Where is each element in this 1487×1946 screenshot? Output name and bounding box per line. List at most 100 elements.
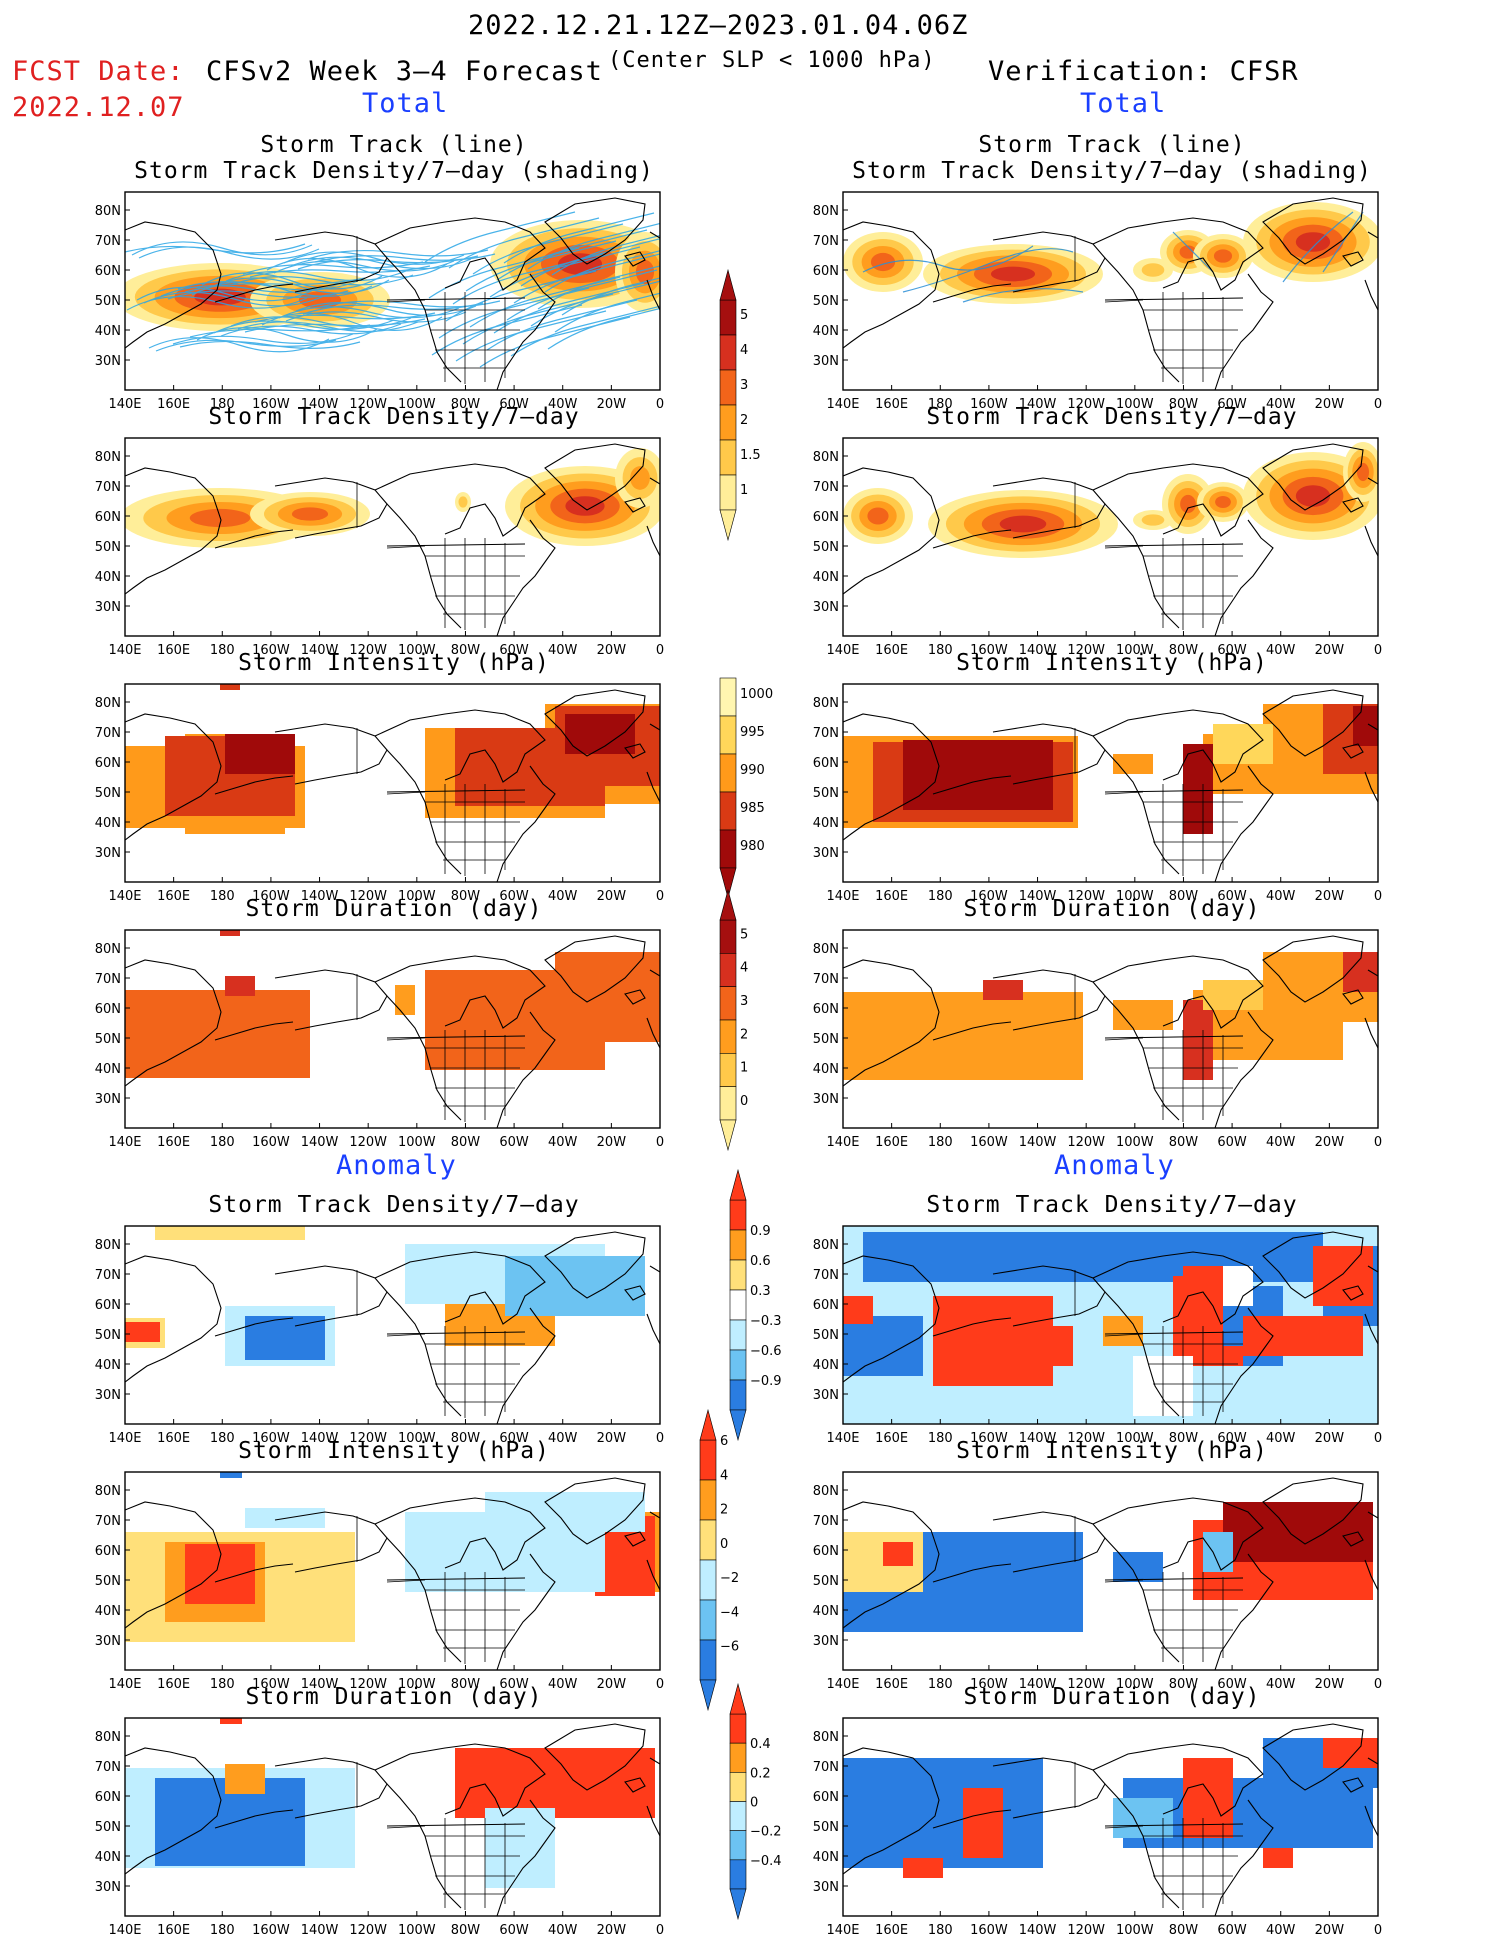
colorbar-label: 5 [740,927,748,942]
colorbar-label: 1000 [740,687,773,702]
map-panel-r1-c1: 80N 70N 60N 50N 40N 30N 140E 160E 180 160W 140W 120… [813,437,1382,658]
lon-tick-label: 160W [970,1923,1008,1938]
lat-tick-label: 40N [95,1358,121,1373]
lat-tick-label: 40N [813,570,839,585]
lon-tick-label: 80W [1169,1431,1199,1446]
lat-tick-label: 60N [813,756,839,771]
lat-tick-label: 70N [813,480,839,495]
colorbar-label: 6 [720,1434,728,1449]
lat-tick-label: 60N [813,1790,839,1805]
lon-tick-label: 120W [349,1677,387,1692]
map-panel-r2-c1: 80N 70N 60N 50N 40N 30N 140E 160E 180 160W 140W 120… [813,683,1382,904]
map-panel-r6-c1: 80N 70N 60N 50N 40N 30N 140E 160E 180 160W 140W 120… [813,1717,1382,1938]
lon-tick-label: 160E [875,397,908,412]
lon-tick-label: 100W [1116,889,1154,904]
title-left-track-line: Storm Track (line) [260,132,528,158]
lat-tick-label: 70N [813,1514,839,1529]
lat-tick-label: 40N [813,1062,839,1077]
lon-tick-label: 160W [252,1923,290,1938]
lat-tick-label: 40N [95,324,121,339]
lon-tick-label: 160E [875,643,908,658]
lon-tick-label: 0 [656,1677,664,1692]
title-right-track-density-shading: Storm Track Density/7–day (shading) [852,158,1372,184]
title-right-density: Storm Track Density/7–day [926,404,1298,430]
lat-tick-label: 80N [95,1484,121,1499]
lon-tick-label: 140W [301,1135,339,1150]
colorbar-intensity-anom: 6 4 2 0 −2 −4 −6 [699,1408,739,1712]
colorbar-label: 0.6 [750,1254,771,1269]
lon-tick-label: 60W [499,1923,529,1938]
total-label-right: Total [1080,88,1167,119]
lon-tick-label: 160E [157,1431,190,1446]
lon-tick-label: 40W [548,397,578,412]
lat-tick-label: 60N [813,1298,839,1313]
lat-tick-label: 50N [95,1820,121,1835]
lon-tick-label: 80W [451,1431,481,1446]
lon-tick-label: 100W [1116,1923,1154,1938]
lat-tick-label: 70N [95,480,121,495]
lon-tick-label: 40W [1266,1135,1296,1150]
lon-tick-label: 40W [548,1677,578,1692]
title-left-anom-duration: Storm Duration (day) [245,1684,543,1710]
lat-tick-label: 40N [813,816,839,831]
lon-tick-label: 120W [1067,1677,1105,1692]
lon-tick-label: 160E [875,1431,908,1446]
lon-tick-label: 0 [656,1923,664,1938]
colorbar-label: 4 [720,1468,728,1483]
lat-tick-label: 70N [95,1268,121,1283]
lon-tick-label: 80W [1169,1923,1199,1938]
lon-tick-label: 160W [970,889,1008,904]
lat-tick-label: 60N [813,1544,839,1559]
lon-tick-label: 40W [1266,1923,1296,1938]
lon-tick-label: 140E [108,1923,141,1938]
colorbar-label: −0.4 [750,1854,782,1869]
lon-tick-label: 20W [597,1923,627,1938]
colorbar-density-anom: 0.9 0.6 0.3 −0.3 −0.6 −0.9 [729,1168,782,1442]
lat-tick-label: 60N [813,264,839,279]
colorbar-label: −0.3 [750,1314,782,1329]
lon-tick-label: 20W [1315,889,1345,904]
lat-tick-label: 70N [813,972,839,987]
lon-tick-label: 180 [928,889,953,904]
lat-tick-label: 60N [813,1002,839,1017]
lat-tick-label: 80N [95,1730,121,1745]
colorbar-duration-anom: 0.4 0.2 0 −0.2 −0.4 [729,1682,782,1921]
lat-tick-label: 50N [813,1820,839,1835]
lat-tick-label: 60N [813,510,839,525]
lon-tick-label: 20W [597,1677,627,1692]
colorbar-label: 0.9 [750,1224,771,1239]
lon-tick-label: 0 [1374,397,1382,412]
lat-tick-label: 70N [95,1760,121,1775]
lon-tick-label: 100W [398,1923,436,1938]
lon-tick-label: 160W [252,889,290,904]
lon-tick-label: 140E [826,1923,859,1938]
lon-tick-label: 100W [398,397,436,412]
lat-tick-label: 30N [95,1880,121,1895]
lat-tick-label: 40N [813,1850,839,1865]
lon-tick-label: 140W [1019,1431,1057,1446]
lon-tick-label: 180 [928,397,953,412]
lon-tick-label: 160E [875,889,908,904]
total-label-left: Total [362,88,449,119]
title-left-duration: Storm Duration (day) [245,896,543,922]
period-title: 2022.12.21.12Z–2023.01.04.06Z [468,10,969,41]
lon-tick-label: 80W [451,397,481,412]
lon-tick-label: 0 [656,889,664,904]
title-right-anom-density: Storm Track Density/7–day [926,1192,1298,1218]
lon-tick-label: 140W [1019,397,1057,412]
lat-tick-label: 70N [813,1760,839,1775]
lon-tick-label: 80W [451,643,481,658]
map-panel-r3-c1: 80N 70N 60N 50N 40N 30N 140E 160E 180 160W 140W 120… [813,929,1382,1150]
lon-tick-label: 120W [1067,1923,1105,1938]
lon-tick-label: 120W [349,1135,387,1150]
lon-tick-label: 140E [108,397,141,412]
lon-tick-label: 120W [1067,643,1105,658]
lon-tick-label: 140W [301,1431,339,1446]
lon-tick-label: 160W [252,1677,290,1692]
lon-tick-label: 140E [826,1677,859,1692]
model-title: CFSv2 Week 3–4 Forecast [206,56,603,87]
lon-tick-label: 0 [656,1431,664,1446]
colorbar-label: 0 [720,1537,728,1552]
colorbar-label: 0 [740,1094,748,1109]
lon-tick-label: 160E [157,1135,190,1150]
